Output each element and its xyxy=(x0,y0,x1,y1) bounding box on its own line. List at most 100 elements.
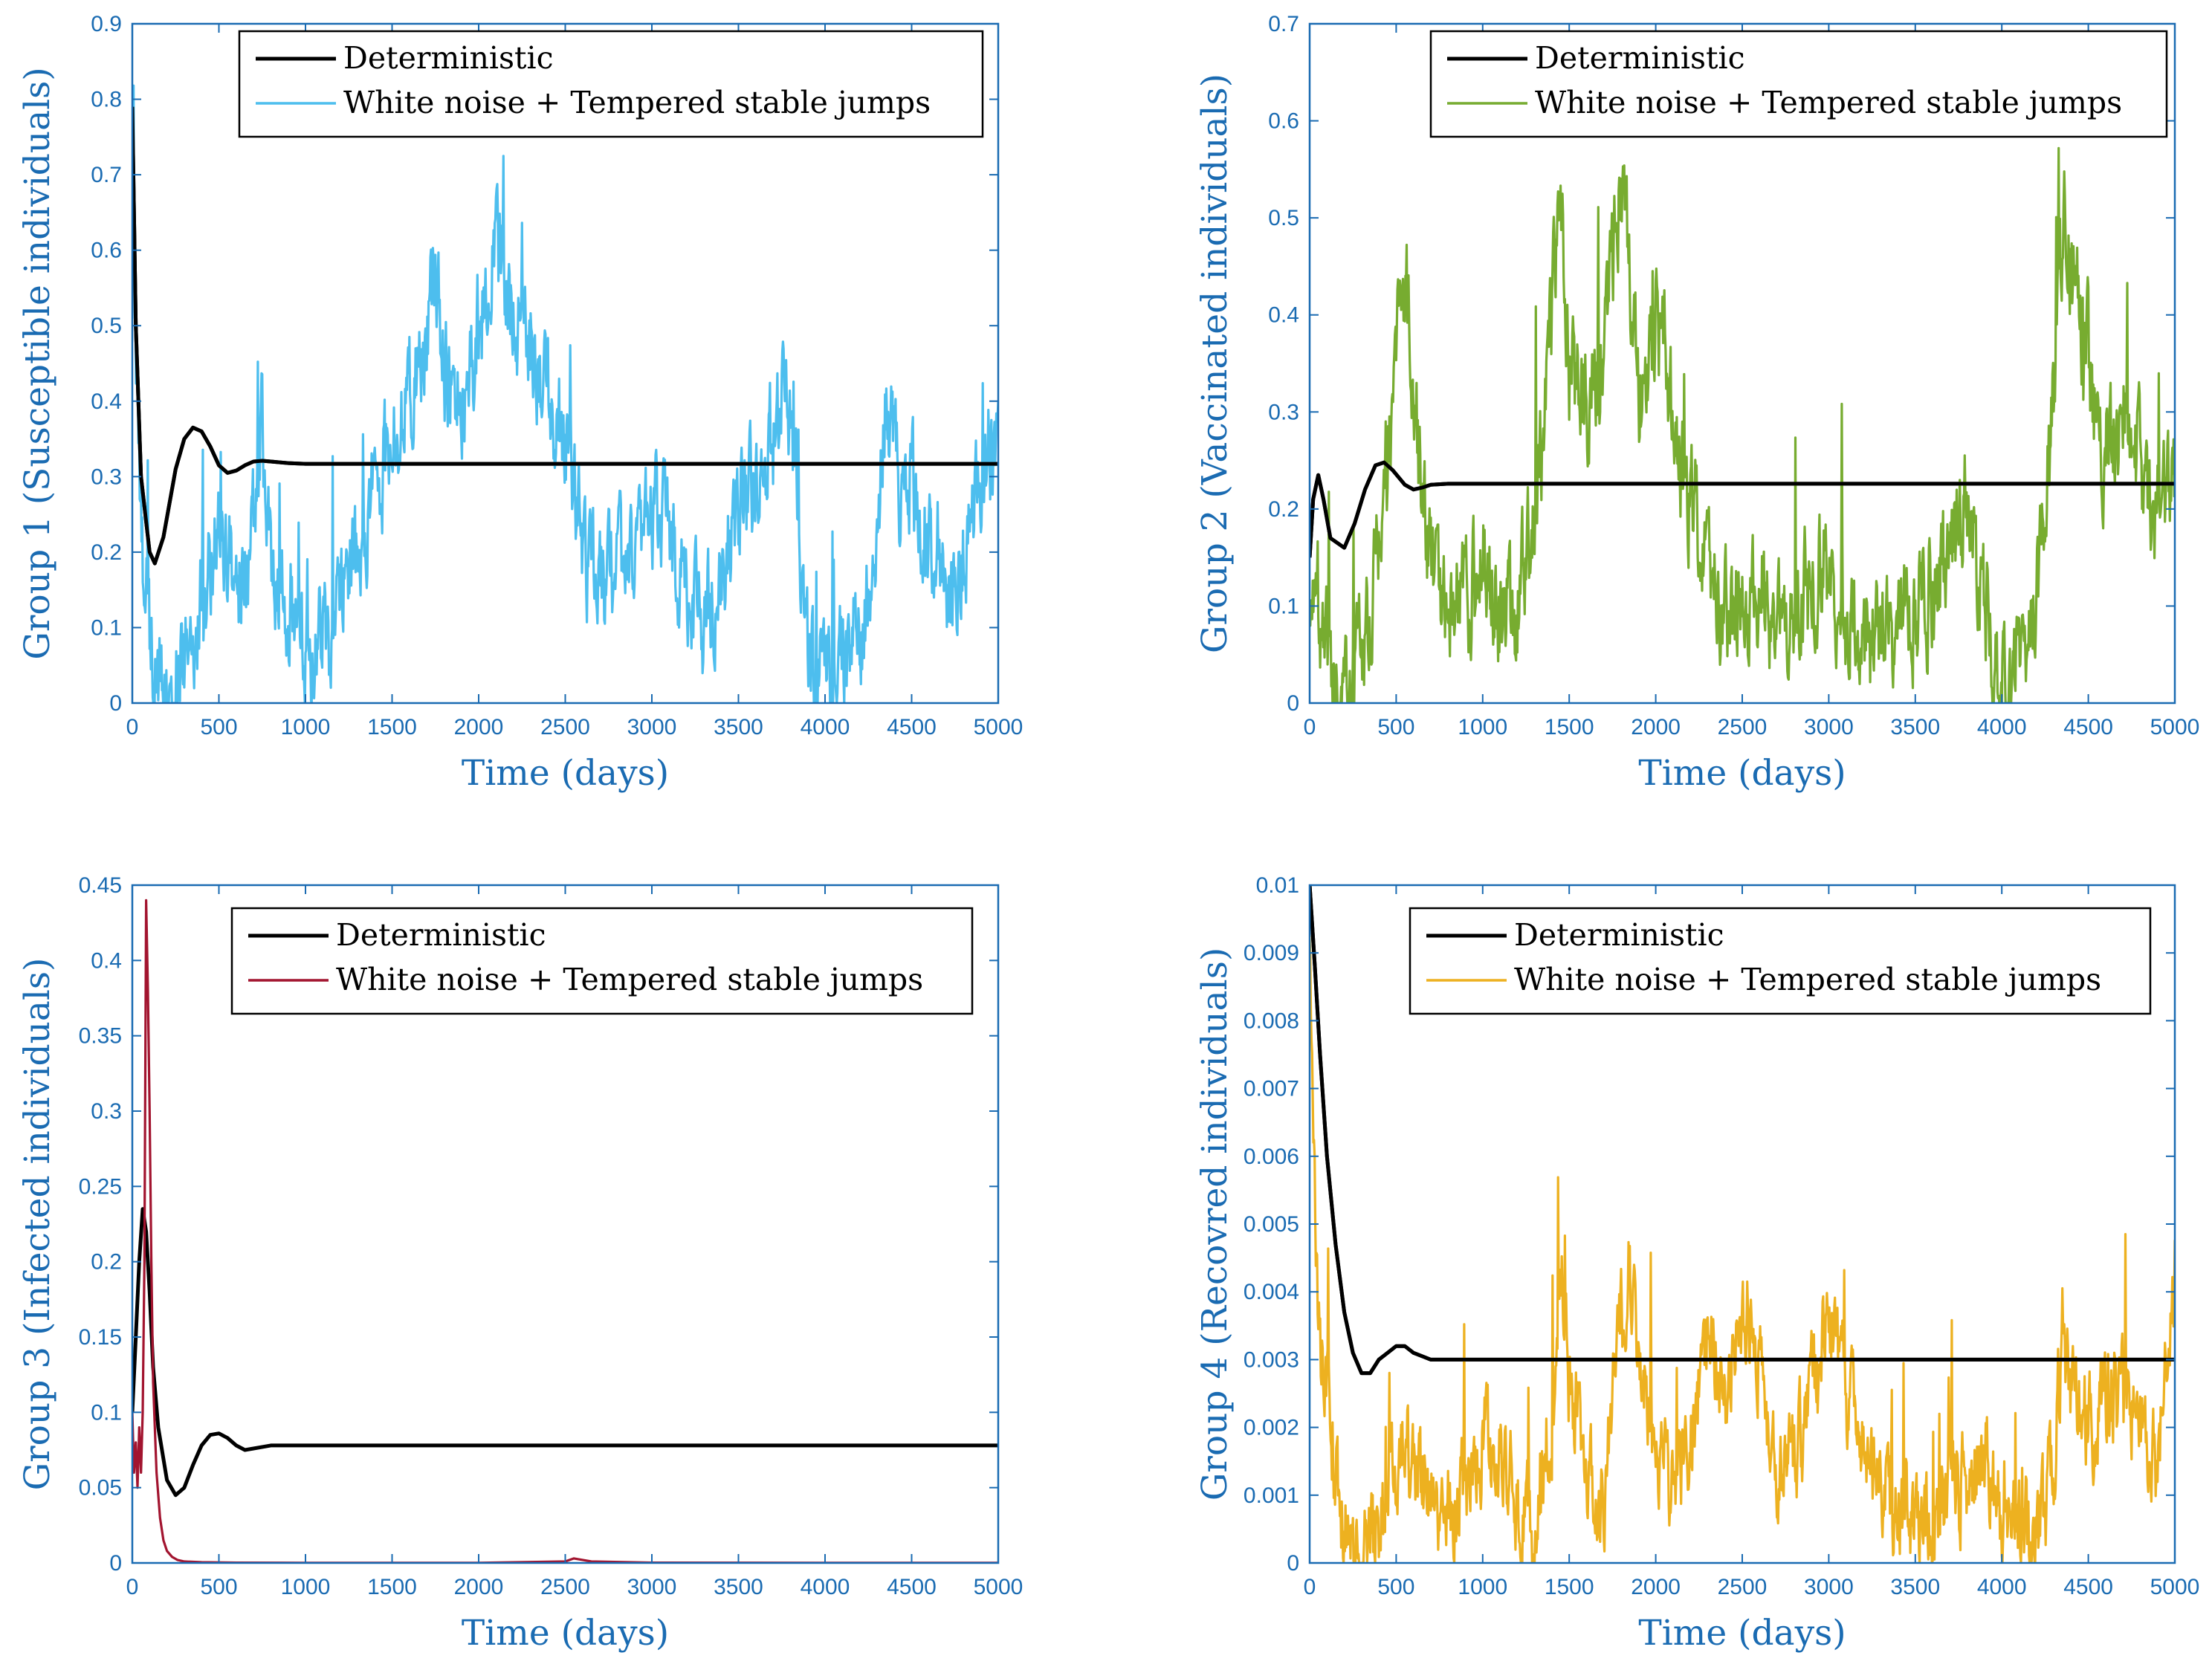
legend-entry-label: White noise + Tempered stable jumps xyxy=(336,962,923,997)
y-tick-label: 0.002 xyxy=(1244,1416,1299,1440)
x-tick-label: 2500 xyxy=(1718,715,1768,739)
x-tick-label: 3000 xyxy=(627,1575,677,1599)
y-tick-label: 0.003 xyxy=(1244,1347,1299,1372)
y-tick-label: 0.008 xyxy=(1244,1009,1299,1033)
x-tick-label: 3500 xyxy=(714,715,763,739)
x-tick-label: 3000 xyxy=(1804,1575,1854,1599)
x-tick-label: 3500 xyxy=(1890,715,1940,739)
y-tick-label: 0.6 xyxy=(1268,109,1299,134)
x-axis-label: Time (days) xyxy=(1638,753,1846,794)
x-axis-label: Time (days) xyxy=(462,1613,669,1654)
y-tick-label: 0.5 xyxy=(1268,206,1299,230)
legend: Deterministic White noise + Tempered stab… xyxy=(238,30,984,138)
legend-box xyxy=(1429,30,2168,138)
y-tick-label: 0.01 xyxy=(1256,873,1299,898)
x-tick-label: 3000 xyxy=(1804,715,1854,739)
x-tick-label: 5000 xyxy=(2150,715,2200,739)
legend-entry-label: White noise + Tempered stable jumps xyxy=(343,85,931,120)
y-tick-label: 0.006 xyxy=(1244,1145,1299,1169)
legend-entry-label: Deterministic xyxy=(336,917,546,953)
series-line-deterministic xyxy=(132,106,998,566)
y-tick-label: 0.3 xyxy=(91,465,122,489)
x-tick-label: 4000 xyxy=(1977,715,2027,739)
legend-entry-label: Deterministic xyxy=(1535,40,1745,76)
x-tick-label: 1000 xyxy=(1458,1575,1507,1599)
x-tick-label: 4000 xyxy=(801,715,850,739)
y-tick-label: 0.005 xyxy=(1244,1212,1299,1237)
x-tick-label: 0 xyxy=(1304,715,1316,739)
x-tick-label: 500 xyxy=(200,715,237,739)
x-tick-label: 1500 xyxy=(1545,1575,1594,1599)
chart-panel-bottom-right: 0 500 1000 1500 2000 2500 3000 3500 4000 4500 5000… xyxy=(1194,873,2199,1654)
x-tick-label: 0 xyxy=(126,715,139,739)
series-line-deterministic-overlay xyxy=(132,106,998,566)
y-tick-label: 0.4 xyxy=(91,948,122,973)
legend-entry-label: Deterministic xyxy=(1514,917,1724,953)
y-tick-label: 0.4 xyxy=(91,389,122,414)
x-tick-label: 2000 xyxy=(1631,1575,1681,1599)
x-axis-label: Time (days) xyxy=(462,753,669,794)
y-tick-label: 0 xyxy=(1287,691,1299,716)
x-axis-label: Time (days) xyxy=(1638,1613,1846,1654)
x-tick-label: 1500 xyxy=(367,715,417,739)
series-line-stochastic xyxy=(1310,146,2175,703)
x-tick-label: 3000 xyxy=(627,715,677,739)
y-tick-label: 0.2 xyxy=(91,540,122,565)
x-tick-label: 5000 xyxy=(2150,1575,2200,1599)
y-tick-label: 0.7 xyxy=(1268,12,1299,36)
x-tick-label: 5000 xyxy=(974,715,1023,739)
legend: Deterministic White noise + Tempered stab… xyxy=(1409,907,2152,1015)
y-tick-label: 0.7 xyxy=(91,163,122,187)
y-tick-label: 0.1 xyxy=(91,1400,122,1425)
legend-box xyxy=(230,907,974,1015)
y-tick-label: 0.3 xyxy=(91,1099,122,1124)
y-tick-label: 0.6 xyxy=(91,239,122,263)
legend-box xyxy=(1409,907,2152,1015)
x-tick-label: 5000 xyxy=(974,1575,1023,1599)
x-tick-label: 4000 xyxy=(801,1575,850,1599)
y-axis-label: Group 4 (Recovred individuals) xyxy=(1194,948,1235,1501)
legend-entry-label: Deterministic xyxy=(343,40,554,76)
x-tick-label: 1000 xyxy=(281,1575,331,1599)
x-tick-label: 1000 xyxy=(281,715,331,739)
x-tick-label: 1500 xyxy=(1545,715,1594,739)
x-tick-label: 500 xyxy=(1377,715,1414,739)
y-tick-label: 0.05 xyxy=(79,1476,122,1501)
y-axis-label: Group 2 (Vaccinated individuals) xyxy=(1194,74,1235,653)
legend-entry-label: White noise + Tempered stable jumps xyxy=(1514,962,2101,997)
x-tick-label: 2000 xyxy=(1631,715,1681,739)
y-tick-label: 0.8 xyxy=(91,88,122,112)
y-tick-label: 0.15 xyxy=(79,1325,122,1350)
y-tick-label: 0 xyxy=(109,691,122,716)
series-line-stochastic xyxy=(1310,935,2175,1563)
legend-entry-label: White noise + Tempered stable jumps xyxy=(1535,85,2122,120)
y-tick-label: 0.5 xyxy=(91,314,122,338)
x-tick-label: 4500 xyxy=(2063,715,2113,739)
x-tick-label: 500 xyxy=(200,1575,237,1599)
x-tick-label: 3500 xyxy=(1890,1575,1940,1599)
series-line-deterministic-overlay xyxy=(1310,460,2175,558)
y-tick-label: 0.007 xyxy=(1244,1077,1299,1101)
y-tick-label: 0.004 xyxy=(1244,1280,1299,1304)
y-tick-label: 0.2 xyxy=(1268,497,1299,522)
y-tick-label: 0.3 xyxy=(1268,400,1299,424)
y-tick-label: 0 xyxy=(1287,1551,1299,1576)
y-tick-label: 0.45 xyxy=(79,873,122,898)
chart-panel-bottom-left: 0 500 1000 1500 2000 2500 3000 3500 4000 4500 5000… xyxy=(17,873,1023,1654)
x-tick-label: 500 xyxy=(1377,1575,1414,1599)
x-tick-label: 1000 xyxy=(1458,715,1507,739)
legend: Deterministic White noise + Tempered stab… xyxy=(230,907,974,1015)
chart-panel-top-left: 0 500 1000 1500 2000 2500 3000 3500 4000 4500 5000… xyxy=(17,12,1023,794)
y-tick-label: 0.4 xyxy=(1268,303,1299,328)
y-axis-label: Group 3 (Infected individuals) xyxy=(17,958,58,1491)
x-tick-label: 3500 xyxy=(714,1575,763,1599)
x-tick-label: 2000 xyxy=(454,715,504,739)
series-line-stochastic xyxy=(132,899,998,1563)
y-tick-label: 0.009 xyxy=(1244,941,1299,965)
y-tick-label: 0.9 xyxy=(91,12,122,36)
y-tick-label: 0.35 xyxy=(79,1024,122,1049)
x-tick-label: 0 xyxy=(1304,1575,1316,1599)
x-tick-label: 4500 xyxy=(2063,1575,2113,1599)
y-tick-label: 0.1 xyxy=(91,615,122,640)
chart-panel-top-right: 0 500 1000 1500 2000 2500 3000 3500 4000 4500 5000… xyxy=(1194,12,2199,794)
